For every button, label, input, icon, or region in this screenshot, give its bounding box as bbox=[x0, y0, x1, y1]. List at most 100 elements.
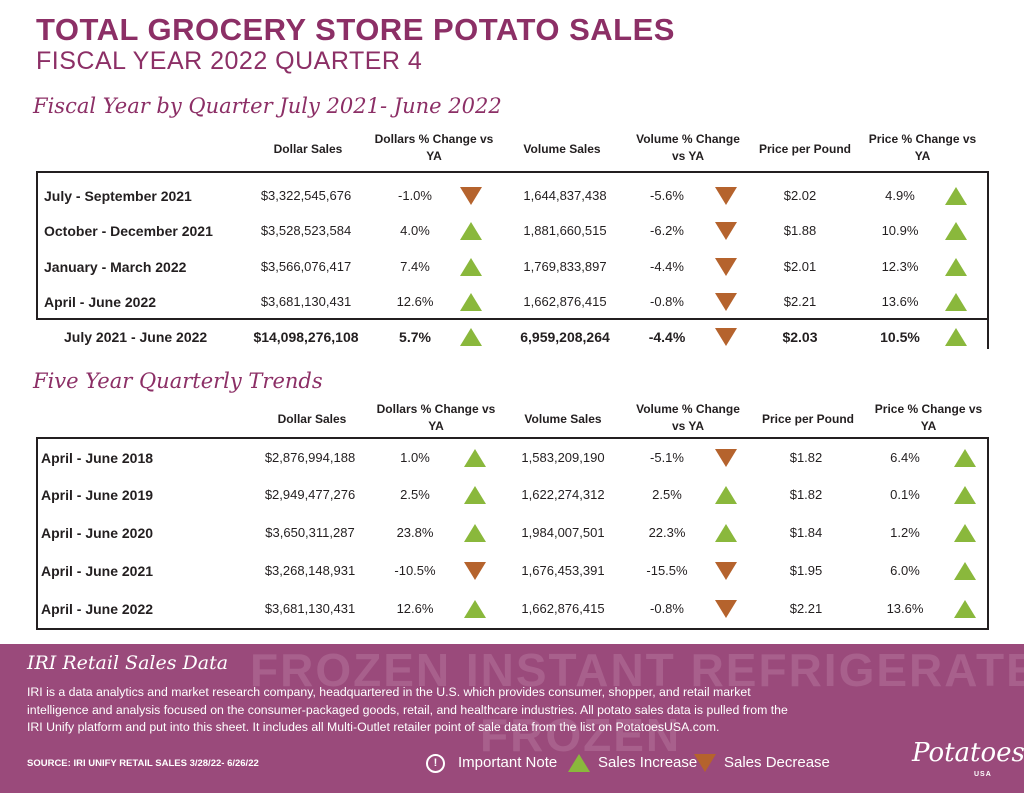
price-cell: $1.82 bbox=[789, 487, 823, 502]
triangle-up-icon bbox=[954, 600, 976, 618]
dollars-change-cell: 4.0% bbox=[400, 223, 430, 238]
footer-title: IRI Retail Sales Data bbox=[27, 652, 229, 674]
footer-watermark: FROZEN INSTANT REFRIGERATED bbox=[250, 644, 1024, 696]
volume-change-cell: -6.2% bbox=[650, 223, 684, 238]
volume-sales-cell: 1,662,876,415 bbox=[521, 601, 605, 616]
volume-change-cell: -0.8% bbox=[650, 294, 684, 309]
volume-change-cell: -4.4% bbox=[648, 329, 686, 345]
dollar-sales-cell: $2,949,477,276 bbox=[264, 487, 356, 502]
triangle-down-icon bbox=[715, 328, 737, 346]
header-dollar-sales: Dollar Sales bbox=[273, 142, 343, 156]
volume-change-cell: -0.8% bbox=[650, 601, 684, 616]
header-price-change: Price % Change vs YA bbox=[874, 402, 983, 433]
dollar-sales-cell: $3,681,130,431 bbox=[264, 601, 356, 616]
dollar-sales-cell: $2,876,994,188 bbox=[264, 450, 356, 465]
triangle-up-icon bbox=[464, 449, 486, 467]
triangle-up-icon bbox=[460, 258, 482, 276]
volume-change-cell: -15.5% bbox=[646, 563, 688, 578]
section-title-fiscal-year: Fiscal Year by Quarter July 2021- June 2… bbox=[33, 94, 502, 118]
footer-description: IRI is a data analytics and market resea… bbox=[27, 685, 788, 734]
table-row: April - June 2022 $3,681,130,431 12.6% 1,66… bbox=[0, 591, 1024, 627]
triangle-up-icon bbox=[460, 222, 482, 240]
dollars-change-cell: -10.5% bbox=[394, 563, 436, 578]
header-volume-sales: Volume Sales bbox=[524, 412, 602, 426]
header-volume-change: Volume % Change vs YA bbox=[636, 402, 740, 433]
row-label: April - June 2020 bbox=[41, 525, 154, 541]
triangle-up-icon bbox=[464, 600, 486, 618]
row-label: July 2021 - June 2022 bbox=[64, 329, 208, 345]
potatoes-usa-logo: Potatoes bbox=[912, 738, 1024, 768]
triangle-down-icon bbox=[715, 449, 737, 467]
table-row: April - June 2019 $2,949,477,276 2.5% 1,622… bbox=[0, 477, 1024, 513]
triangle-up-icon bbox=[460, 328, 482, 346]
triangle-up-icon bbox=[954, 524, 976, 542]
price-cell: $2.03 bbox=[782, 329, 818, 345]
price-cell: $2.21 bbox=[783, 294, 817, 309]
table1-total-rule bbox=[36, 318, 989, 320]
triangle-down-icon bbox=[694, 754, 716, 772]
table2-top-rule bbox=[36, 437, 989, 439]
triangle-up-icon bbox=[954, 562, 976, 580]
dollar-sales-cell: $3,528,523,584 bbox=[260, 223, 352, 238]
header-volume-change: Volume % Change vs YA bbox=[636, 132, 740, 163]
legend-sales-decrease: Sales Decrease bbox=[724, 754, 830, 771]
dollar-sales-cell: $3,681,130,431 bbox=[260, 294, 352, 309]
volume-sales-cell: 1,769,833,897 bbox=[523, 259, 607, 274]
row-label: January - March 2022 bbox=[44, 259, 187, 275]
volume-sales-cell: 1,622,274,312 bbox=[521, 487, 605, 502]
price-cell: $1.82 bbox=[789, 450, 823, 465]
triangle-up-icon bbox=[715, 524, 737, 542]
volume-change-cell: 22.3% bbox=[648, 525, 686, 540]
triangle-down-icon bbox=[715, 293, 737, 311]
triangle-up-icon bbox=[945, 328, 967, 346]
triangle-up-icon bbox=[464, 524, 486, 542]
header-dollar-sales: Dollar Sales bbox=[277, 412, 347, 426]
price-cell: $1.88 bbox=[783, 223, 817, 238]
triangle-down-icon bbox=[715, 222, 737, 240]
header-dollars-change: Dollars % Change vs YA bbox=[374, 132, 494, 163]
total-row: July 2021 - June 2022 $14,098,276,108 5.7%… bbox=[0, 319, 1024, 355]
triangle-up-icon bbox=[568, 754, 590, 772]
triangle-up-icon bbox=[460, 293, 482, 311]
dollar-sales-cell: $3,650,311,287 bbox=[265, 525, 355, 540]
table-row: July - September 2021 $3,322,545,676 -1.0%… bbox=[0, 178, 1024, 214]
dollars-change-cell: -1.0% bbox=[398, 188, 432, 203]
dollar-sales-cell: $3,566,076,417 bbox=[260, 259, 352, 274]
volume-sales-cell: 1,644,837,438 bbox=[523, 188, 607, 203]
triangle-down-icon bbox=[460, 187, 482, 205]
price-change-cell: 12.3% bbox=[881, 259, 919, 274]
table2-bottom-rule bbox=[36, 628, 989, 630]
table1-left-rule bbox=[36, 171, 38, 318]
price-change-cell: 6.4% bbox=[890, 450, 920, 465]
dollars-change-cell: 5.7% bbox=[399, 329, 431, 345]
volume-sales-cell: 1,662,876,415 bbox=[523, 294, 607, 309]
dollar-sales-cell: $3,322,545,676 bbox=[260, 188, 352, 203]
header-price: Price per Pound bbox=[761, 412, 855, 426]
dollar-sales-cell: $14,098,276,108 bbox=[253, 329, 359, 345]
triangle-up-icon bbox=[715, 486, 737, 504]
price-change-cell: 0.1% bbox=[890, 487, 920, 502]
table-row: April - June 2022 $3,681,130,431 12.6% 1,66… bbox=[0, 284, 1024, 320]
volume-sales-cell: 1,984,007,501 bbox=[521, 525, 605, 540]
triangle-up-icon bbox=[954, 486, 976, 504]
triangle-up-icon bbox=[945, 293, 967, 311]
volume-change-cell: -5.1% bbox=[650, 450, 684, 465]
volume-sales-cell: 6,959,208,264 bbox=[520, 329, 610, 345]
dollars-change-cell: 2.5% bbox=[400, 487, 430, 502]
footer-watermark-2: FROZEN bbox=[480, 709, 682, 761]
table-row: April - June 2020 $3,650,311,287 23.8% 1,98… bbox=[0, 515, 1024, 551]
dollars-change-cell: 23.8% bbox=[396, 525, 434, 540]
dollar-sales-cell: $3,268,148,931 bbox=[264, 563, 356, 578]
dollars-change-cell: 1.0% bbox=[400, 450, 430, 465]
legend-important-note: Important Note bbox=[458, 754, 558, 771]
row-label: April - June 2022 bbox=[44, 294, 157, 310]
volume-change-cell: -4.4% bbox=[650, 259, 684, 274]
price-change-cell: 4.9% bbox=[885, 188, 915, 203]
triangle-up-icon bbox=[464, 486, 486, 504]
table-row: April - June 2021 $3,268,148,931 -10.5% 1,6… bbox=[0, 553, 1024, 589]
table1-top-rule bbox=[36, 171, 989, 173]
volume-sales-cell: 1,583,209,190 bbox=[521, 450, 605, 465]
triangle-down-icon bbox=[715, 187, 737, 205]
table2-left-rule bbox=[36, 437, 38, 629]
volume-change-cell: 2.5% bbox=[652, 487, 682, 502]
